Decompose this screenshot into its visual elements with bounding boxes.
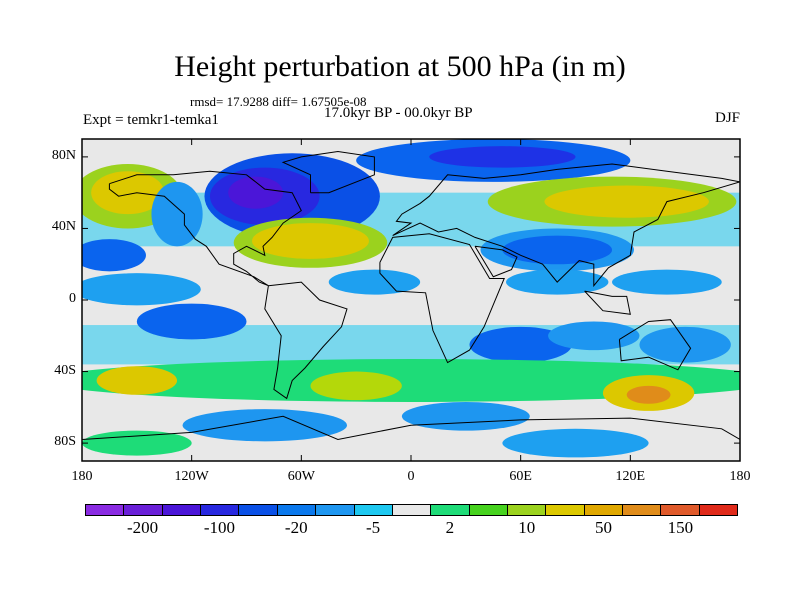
lon-tick-label: 60W <box>287 469 315 484</box>
lat-tick-label: 80N <box>51 147 76 163</box>
lon-tick-label: 120W <box>174 469 209 484</box>
colorbar-swatch <box>239 505 278 515</box>
colorbar-swatch <box>316 505 355 515</box>
colorbar-swatch <box>86 505 125 515</box>
contour-pacific-east-low <box>82 239 146 272</box>
colorbar-swatch <box>661 505 700 515</box>
coastline <box>618 319 692 371</box>
colorbar-swatch <box>469 505 508 515</box>
contour-southern-ocean-low <box>182 409 348 442</box>
coastline <box>474 245 518 278</box>
colorbar-swatch <box>699 505 738 515</box>
colorbar-label: -100 <box>203 518 236 537</box>
contour-tropics-pacific-east <box>82 273 201 306</box>
lat-tick-label: 80S <box>54 434 76 450</box>
coastline <box>392 163 740 288</box>
contour-s-indian-blue <box>548 321 640 351</box>
contour-atlantic-high-core <box>251 223 369 259</box>
map-panel <box>81 138 741 462</box>
colorbar-label: -5 <box>365 518 381 537</box>
lat-tick-label: 40S <box>54 362 76 378</box>
contour-southern-ocean-low-2 <box>401 401 530 431</box>
coastline <box>264 281 348 400</box>
contour-n-america-low-inner <box>228 176 284 209</box>
colorbar-label: 10 <box>518 518 536 537</box>
colorbar <box>85 504 738 516</box>
contour-eurasia-arctic-low-core <box>429 146 576 168</box>
contour-s-atlantic-blue <box>469 326 572 363</box>
lat-tick-label: 40N <box>51 219 76 235</box>
colorbar-swatch <box>623 505 662 515</box>
colorbar-label: 50 <box>595 518 613 537</box>
contour-southern-high-3-core <box>626 385 671 404</box>
lon-tick-label: 180 <box>729 469 751 484</box>
contour-tropics-atlantic <box>328 269 421 295</box>
colorbar-swatch <box>277 505 317 515</box>
contour-nw-america-blue <box>151 181 203 247</box>
colorbar-swatch <box>124 505 163 515</box>
contour-southern-high-1 <box>96 366 178 395</box>
season-label: DJF <box>714 110 740 126</box>
contour-s-west-pacific-blue <box>639 326 731 363</box>
coastline <box>379 233 505 364</box>
statistics-label: rmsd= 17.9288 diff= 1.67505e-08 <box>190 94 367 109</box>
contour-antarctic-green <box>82 430 192 456</box>
period-label: 17.0kyr BP - 00.0kyr BP <box>324 105 473 121</box>
colorbar-label: 150 <box>667 518 694 537</box>
contour-s-pacific-blue <box>136 303 247 340</box>
lon-tick-label: 180 <box>71 469 93 484</box>
contour-asia-low-core <box>502 235 613 265</box>
coastline <box>584 290 631 315</box>
contour-pacific-high-west-core <box>91 171 165 215</box>
coastline <box>108 170 302 287</box>
map-title: Height perturbation at 500 hPa (in m) <box>174 50 626 83</box>
contour-map <box>81 138 741 462</box>
contour-southern-belt-green <box>82 359 740 402</box>
lat-tick-label: 0 <box>69 291 76 306</box>
colorbar-swatch <box>546 505 585 515</box>
contour-antarctic-blue <box>502 428 649 458</box>
lon-tick-label: 0 <box>407 469 415 484</box>
colorbar-swatch <box>162 505 202 515</box>
colorbar-swatch <box>431 505 470 515</box>
lon-tick-label: 120E <box>615 469 646 484</box>
colorbar-label: -200 <box>127 518 159 537</box>
contour-southern-high-2 <box>310 371 402 401</box>
colorbar-label: 2 <box>445 518 455 537</box>
lon-tick-label: 60E <box>509 469 532 484</box>
contour-asia-high-core <box>544 185 709 218</box>
colorbar-swatch <box>201 505 240 515</box>
colorbar-swatch <box>392 505 432 515</box>
experiment-label: Expt = temkr1-temka1 <box>83 112 219 128</box>
coastline <box>281 150 375 194</box>
colorbar-label: -20 <box>284 518 308 537</box>
contour-tropics-west-pacific <box>612 269 722 295</box>
colorbar-swatch <box>507 505 547 515</box>
coastline <box>82 415 740 441</box>
colorbar-swatch <box>584 505 624 515</box>
colorbar-swatch <box>354 505 393 515</box>
